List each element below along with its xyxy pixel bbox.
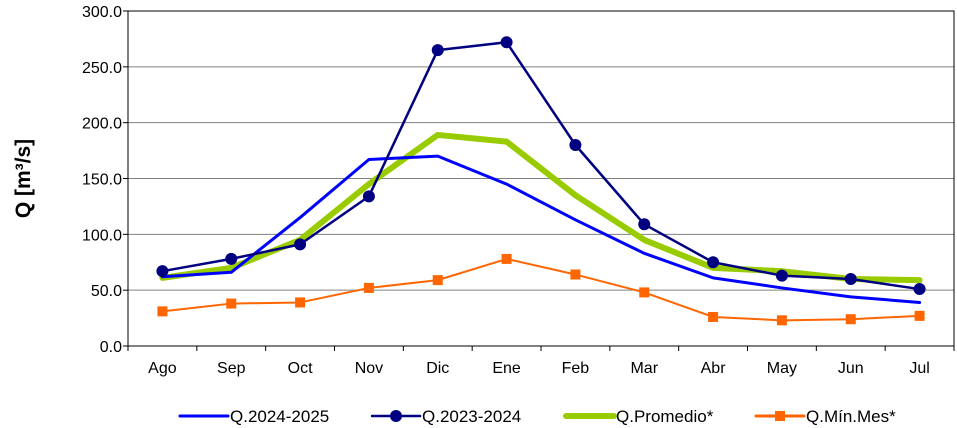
- data-point: [708, 311, 719, 322]
- legend-label: Q.Mín.Mes*: [806, 407, 896, 426]
- data-point: [776, 315, 787, 326]
- x-tick-label: May: [767, 360, 797, 377]
- data-point: [569, 139, 582, 151]
- x-tick-label: Mar: [630, 360, 658, 377]
- x-tick-label: Jun: [838, 360, 864, 377]
- data-point: [226, 298, 237, 309]
- data-point: [157, 306, 168, 317]
- y-tick-label: 150.0: [82, 172, 122, 189]
- legend-label: Q.Promedio*: [616, 407, 714, 426]
- data-point: [639, 287, 650, 298]
- y-tick-label: 250.0: [82, 60, 122, 77]
- legend-item: Q.Promedio*: [563, 407, 714, 426]
- data-point: [362, 190, 375, 203]
- x-tick-label: Abr: [701, 360, 727, 377]
- legend: Q.2024-2025 Q.2023-2024 Q.Promedio* Q.Mín.M…: [178, 407, 896, 426]
- data-point: [156, 265, 169, 278]
- series-line: [160, 154, 922, 304]
- plot-area-frame: [127, 10, 955, 347]
- y-tick-label: 50.0: [91, 283, 122, 300]
- x-tick-label: Dic: [426, 360, 449, 377]
- data-point: [913, 283, 926, 296]
- legend-item: Q.Mín.Mes*: [754, 407, 896, 426]
- gridlines: [128, 66, 954, 291]
- series-Q.Promedio*: [159, 131, 923, 284]
- series-Q.Mín.Mes*: [157, 253, 925, 326]
- data-point: [845, 314, 856, 325]
- data-point: [431, 44, 444, 57]
- x-axis-ticks: Ago Sep Oct Nov Dic Ene Feb Mar Abr May Jun Jul: [127, 346, 955, 377]
- x-tick-label: Oct: [288, 360, 313, 377]
- y-tick-label: 100.0: [82, 227, 122, 244]
- y-axis-label: Q [m³/s]: [12, 139, 35, 218]
- legend-label: Q.2024-2025: [230, 407, 329, 426]
- y-tick-label: 200.0: [82, 116, 122, 133]
- series-Q.2023-2024: [156, 36, 926, 296]
- legend-marker: [390, 410, 402, 422]
- series-Q.2024-2025: [160, 154, 922, 304]
- legend-label: Q.2023-2024: [422, 407, 521, 426]
- y-tick-label: 300.0: [82, 4, 122, 21]
- data-point: [294, 238, 307, 251]
- y-tick-label: 0.0: [100, 339, 122, 356]
- series-group: [156, 36, 926, 326]
- x-tick-label: Jul: [909, 360, 929, 377]
- legend-marker: [775, 411, 785, 421]
- series-line: [161, 257, 921, 322]
- x-tick-label: Feb: [562, 360, 590, 377]
- data-point: [914, 310, 925, 321]
- data-point: [638, 218, 651, 231]
- data-point: [295, 297, 306, 308]
- x-tick-label: Ago: [148, 360, 177, 377]
- x-tick-label: Ene: [492, 360, 521, 377]
- y-axis-ticks: 0.0 50.0 100.0 150.0 200.0 250.0 300.0: [82, 4, 128, 356]
- data-point: [500, 36, 513, 49]
- legend-item: Q.2024-2025: [178, 407, 329, 426]
- data-point: [775, 269, 788, 282]
- data-point: [570, 269, 581, 280]
- data-point: [844, 273, 857, 285]
- data-point: [707, 256, 720, 269]
- data-point: [432, 275, 443, 286]
- legend-item: Q.2023-2024: [370, 407, 521, 426]
- data-point: [501, 253, 512, 264]
- data-point: [225, 252, 238, 265]
- series-line: [159, 131, 923, 284]
- x-tick-label: Nov: [355, 360, 383, 377]
- series-line: [161, 41, 921, 291]
- data-point: [363, 282, 374, 293]
- x-tick-label: Sep: [217, 360, 246, 377]
